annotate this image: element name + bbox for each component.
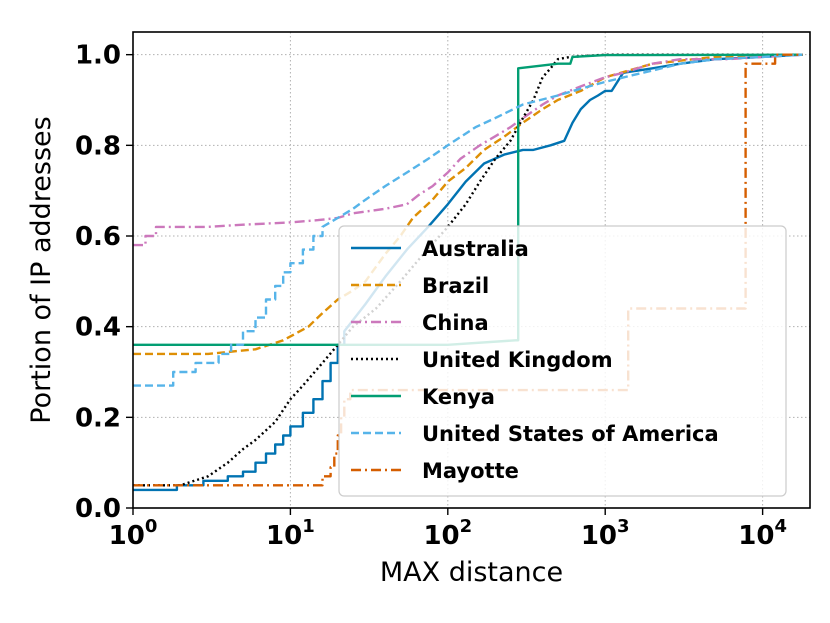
series-line-australia (133, 53, 803, 492)
legend-label: Kenya (422, 385, 495, 409)
x-axis-label: MAX distance (380, 557, 563, 588)
y-tick-label: 0.6 (75, 222, 121, 252)
series-lines (133, 53, 803, 492)
plot-frame (132, 31, 811, 509)
series-line-united-states-of-america (133, 53, 803, 387)
legend-label: China (422, 311, 489, 335)
y-tick-label: 0.8 (75, 131, 121, 161)
y-tick-label: 0.0 (75, 494, 121, 524)
series-line-brazil (133, 53, 803, 356)
x-tick-label: 103 (581, 516, 630, 551)
x-tick-label: 102 (423, 516, 472, 551)
legend: Australia Brazil China United Kingdom Kenya U… (338, 225, 787, 497)
legend-label: Australia (422, 237, 529, 261)
legend-label: United States of America (422, 422, 719, 446)
axis-ticks: 100 101 102 103 104 0.0 0.2 0.4 0.6 0.8 1.0 (75, 41, 787, 551)
y-tick-label: 0.2 (75, 403, 121, 433)
legend-label: Brazil (422, 274, 489, 298)
y-axis-label: Portion of IP addresses (26, 116, 57, 423)
x-tick-label: 104 (738, 516, 787, 551)
legend-label: Mayotte (422, 459, 519, 483)
y-tick-label: 1.0 (75, 41, 121, 71)
x-tick-label: 101 (266, 516, 315, 551)
legend-box (338, 225, 787, 497)
legend-label: United Kingdom (422, 348, 613, 372)
series-line-china (133, 53, 803, 247)
y-tick-label: 0.4 (75, 313, 121, 343)
x-tick-label: 100 (109, 516, 158, 551)
